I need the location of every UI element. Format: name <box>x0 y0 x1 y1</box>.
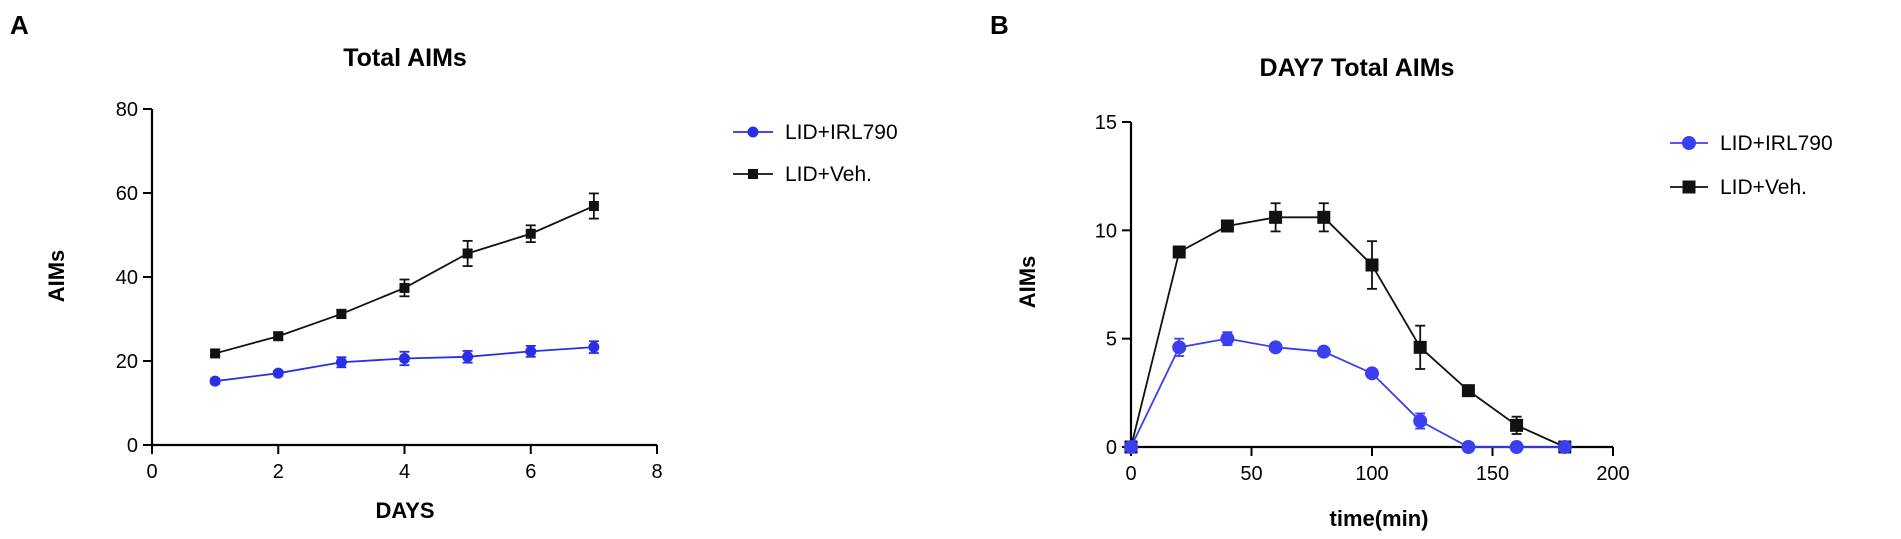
panel-a: A Total AIMs 0 20 40 60 80 0 2 4 6 8 DAYS AIMs LI… <box>10 10 898 523</box>
data-point <box>1365 258 1379 272</box>
y-tick-label: 80 <box>116 99 138 121</box>
y-tick-label: 10 <box>1095 220 1117 242</box>
series-LID+Veh. <box>1124 202 1572 454</box>
y-tick-label: 0 <box>1106 437 1117 459</box>
legend-swatch-marker <box>747 126 759 138</box>
y-tick-label: 15 <box>1095 112 1117 134</box>
data-point <box>1316 344 1331 359</box>
x-tick-label: 50 <box>1240 463 1262 485</box>
legend-swatch-marker <box>1682 136 1696 150</box>
data-point <box>272 367 284 379</box>
data-point <box>1220 331 1235 346</box>
data-point <box>1509 440 1524 454</box>
data-point <box>1413 414 1428 428</box>
y-tick-label: 0 <box>127 435 138 457</box>
series-layer-a <box>209 192 600 387</box>
data-point <box>273 331 284 342</box>
data-point <box>1413 340 1427 354</box>
x-tick-label: 0 <box>1125 463 1136 485</box>
series-LID+Veh. <box>210 192 599 359</box>
series-LID+IRL790 <box>209 340 600 387</box>
y-tick-label: 40 <box>116 267 138 289</box>
data-point <box>336 308 347 319</box>
chart-title-b: DAY7 Total AIMs <box>1260 54 1455 82</box>
data-point <box>1172 245 1186 259</box>
data-point <box>1124 440 1138 454</box>
legend-label: LID+Veh. <box>785 163 872 186</box>
y-axis-label-a: AIMs <box>44 250 69 303</box>
data-point <box>1269 210 1283 224</box>
data-point <box>1220 219 1234 233</box>
data-point <box>525 228 536 239</box>
series-layer-b <box>1124 202 1572 454</box>
data-point <box>525 345 537 357</box>
legend-swatch-marker <box>748 169 758 179</box>
legend-entry: LID+Veh. <box>733 163 872 186</box>
data-point <box>399 352 410 364</box>
y-axis-label-b: AIMs <box>1015 256 1040 309</box>
axes-a: 0 20 40 60 80 0 2 4 6 8 <box>116 99 663 483</box>
y-tick-label: 5 <box>1106 329 1117 351</box>
data-point <box>399 282 410 293</box>
x-tick-label: 6 <box>525 461 536 483</box>
legend-swatch-marker <box>1682 180 1696 194</box>
data-point <box>210 348 221 359</box>
series-line <box>1130 337 1565 448</box>
data-point <box>335 356 347 368</box>
data-point <box>1461 440 1476 454</box>
data-point <box>1172 340 1187 355</box>
y-tick-label: 20 <box>116 351 138 373</box>
data-point <box>209 375 221 387</box>
x-axis-label-a: DAYS <box>375 498 434 523</box>
data-point <box>588 201 599 212</box>
x-tick-label: 150 <box>1476 463 1509 485</box>
x-tick-label: 200 <box>1596 463 1629 485</box>
data-point <box>1317 210 1331 224</box>
legend-label: LID+Veh. <box>1720 176 1807 199</box>
x-tick-label: 0 <box>146 461 157 483</box>
series-line <box>1130 216 1566 448</box>
data-point <box>462 351 474 363</box>
legend-entry: LID+IRL790 <box>1670 132 1833 155</box>
legend-a: LID+IRL790 LID+Veh. <box>733 121 898 186</box>
data-point <box>588 341 600 353</box>
y-tick-label: 60 <box>116 183 138 205</box>
legend-b: LID+IRL790 LID+Veh. <box>1670 132 1833 199</box>
x-axis-label-b: time(min) <box>1330 506 1429 531</box>
panel-letter-a: A <box>10 10 29 40</box>
data-point <box>462 248 473 259</box>
data-point <box>1557 440 1572 454</box>
x-tick-label: 100 <box>1355 463 1388 485</box>
chart-title-a: Total AIMs <box>343 44 467 72</box>
data-point <box>1510 418 1524 432</box>
data-point <box>1268 340 1283 355</box>
legend-entry: LID+Veh. <box>1670 176 1807 199</box>
x-tick-label: 4 <box>399 461 410 483</box>
legend-label: LID+IRL790 <box>1720 132 1833 155</box>
legend-entry: LID+IRL790 <box>733 121 898 144</box>
x-tick-label: 2 <box>273 461 284 483</box>
data-point <box>1461 384 1475 398</box>
legend-label: LID+IRL790 <box>785 121 898 144</box>
panel-letter-b: B <box>990 10 1009 40</box>
series-LID+IRL790 <box>1124 331 1572 454</box>
data-point <box>1365 366 1379 381</box>
x-tick-label: 8 <box>651 461 662 483</box>
